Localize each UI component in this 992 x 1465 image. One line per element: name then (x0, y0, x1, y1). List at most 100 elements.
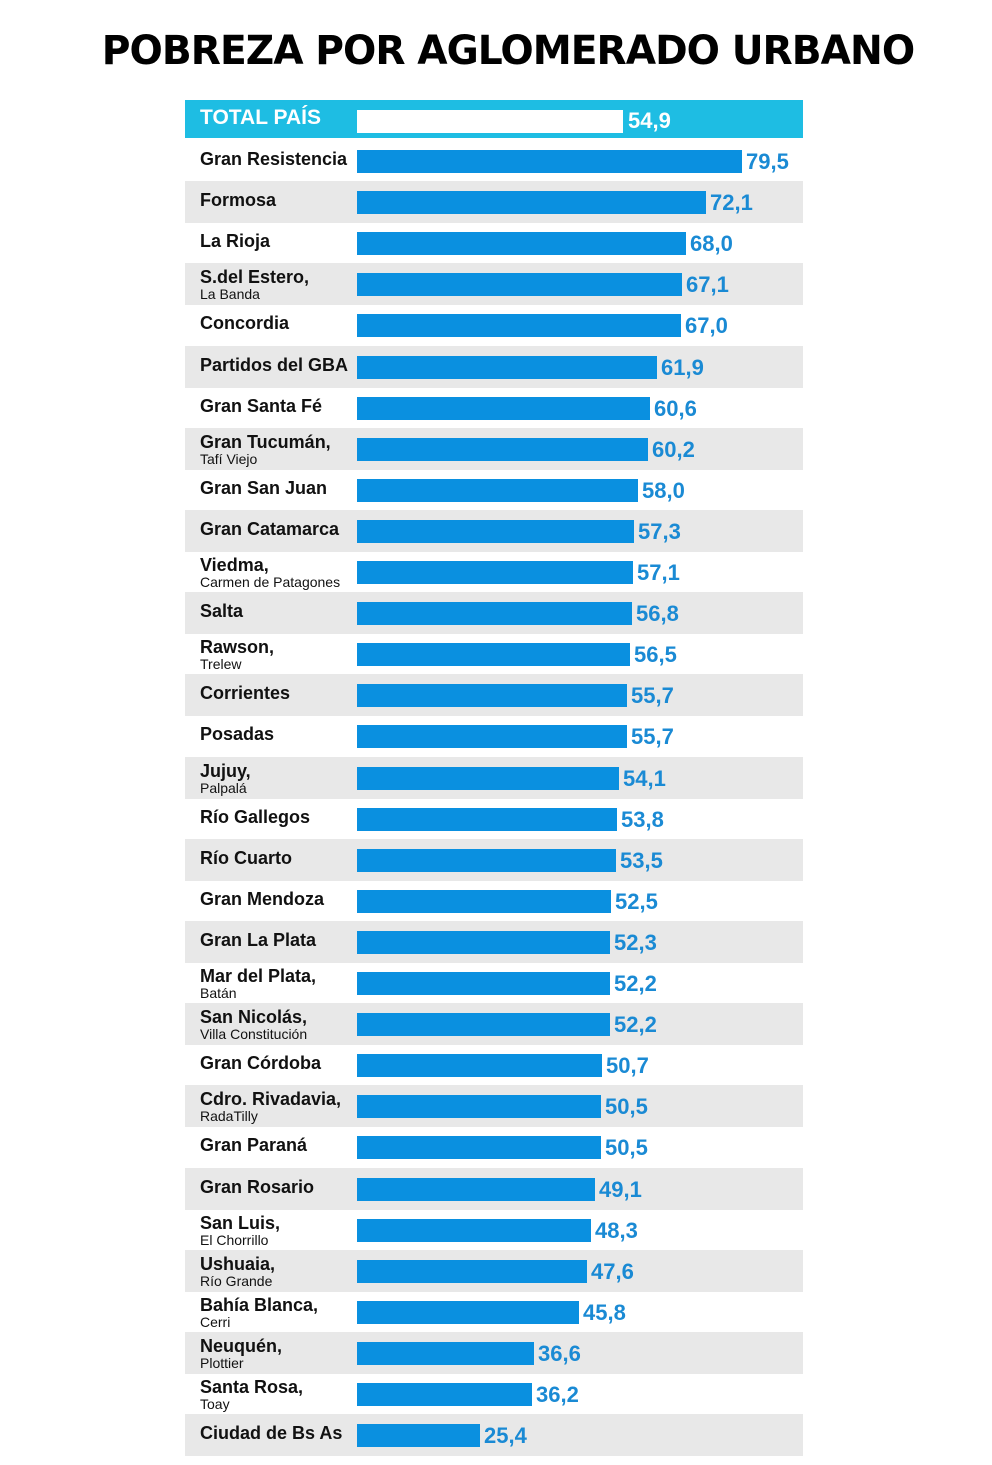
category-name: Gran Resistencia (200, 149, 348, 169)
value-label: 53,8 (621, 807, 664, 832)
bar (357, 1136, 601, 1159)
value-label: 52,3 (614, 930, 657, 955)
category-name: Gran La Plata (200, 930, 317, 950)
category-label: La Rioja (200, 231, 270, 251)
category-label: Formosa (200, 190, 276, 210)
category-name: Santa Rosa, (200, 1377, 304, 1397)
total-bar (357, 110, 623, 133)
value-label: 48,3 (595, 1218, 638, 1243)
value-label: 55,7 (631, 683, 674, 708)
bar (357, 1013, 610, 1036)
category-name: Concordia (200, 313, 290, 333)
bar (357, 397, 650, 420)
category-subname: Río Grande (200, 1273, 273, 1289)
category-name: Bahía Blanca, (200, 1295, 319, 1315)
bar (357, 643, 630, 666)
value-label: 55,7 (631, 724, 674, 749)
category-name: Neuquén, (200, 1336, 283, 1356)
value-label: 61,9 (661, 355, 704, 380)
category-label: Salta (200, 601, 243, 621)
category-label: Río Cuarto (200, 848, 292, 868)
bar (357, 849, 616, 872)
value-label: 50,5 (605, 1135, 648, 1160)
total-label: TOTAL PAÍS (200, 106, 321, 129)
bar (357, 931, 610, 954)
category-subname: Toay (200, 1396, 230, 1412)
bar (357, 356, 657, 379)
category-name: Posadas (200, 724, 275, 744)
value-label: 50,7 (606, 1053, 649, 1078)
bar (357, 890, 611, 913)
category-label: Gran Mendoza (200, 889, 324, 909)
category-label: San Luis, El Chorrillo (200, 1213, 280, 1248)
bar (357, 1095, 601, 1118)
category-subname: Tafí Viejo (200, 451, 258, 467)
category-name: Gran Paraná (200, 1135, 308, 1155)
bar (357, 602, 632, 625)
category-subname: Carmen de Patagones (200, 574, 341, 590)
chart-title: POBREZA POR AGLOMERADO URBANO (101, 28, 915, 74)
category-subname: Batán (200, 985, 237, 1001)
category-label: Río Gallegos (200, 807, 310, 827)
value-label: 60,6 (654, 396, 697, 421)
category-subname: Palpalá (200, 780, 247, 796)
category-label: Gran Santa Fé (200, 396, 322, 416)
value-label: 52,2 (614, 1012, 657, 1037)
category-label: Ushuaia, Río Grande (200, 1254, 275, 1289)
category-name: Cdro. Rivadavia, (200, 1089, 342, 1109)
category-name: Gran Catamarca (200, 519, 340, 539)
category-subname: Villa Constitución (200, 1026, 308, 1042)
category-label: Rawson, Trelew (200, 637, 274, 672)
total-value-label: 54,9 (628, 108, 671, 133)
category-name: Corrientes (200, 683, 291, 703)
value-label: 79,5 (746, 149, 789, 174)
category-label: Gran Catamarca (200, 519, 339, 539)
category-label: Jujuy, Palpalá (200, 761, 251, 796)
category-label: Corrientes (200, 683, 290, 703)
category-name: S.del Estero, (200, 267, 310, 287)
value-label: 57,1 (637, 560, 680, 585)
category-subname: La Banda (200, 286, 260, 302)
value-label: 53,5 (620, 848, 663, 873)
bar (357, 1383, 532, 1406)
value-label: 68,0 (690, 231, 733, 256)
value-label: 67,0 (685, 313, 728, 338)
category-subname: Plottier (200, 1355, 244, 1371)
value-label: 67,1 (686, 272, 729, 297)
category-name: Viedma, (200, 555, 269, 575)
category-name: Río Cuarto (200, 848, 292, 868)
category-name: Formosa (200, 190, 277, 210)
bar (357, 232, 686, 255)
bar (357, 725, 627, 748)
category-name: Rawson, (200, 637, 275, 657)
value-label: 52,2 (614, 971, 657, 996)
bar (357, 1424, 480, 1447)
value-label: 47,6 (591, 1259, 634, 1284)
value-label: 57,3 (638, 519, 681, 544)
category-label: Bahía Blanca, Cerri (200, 1295, 318, 1330)
bar (357, 438, 648, 461)
bar (357, 1342, 534, 1365)
category-label: Gran Paraná (200, 1135, 307, 1155)
bar (357, 520, 634, 543)
category-name: La Rioja (200, 231, 271, 251)
category-name: Salta (200, 601, 244, 621)
category-name: San Nicolás, (200, 1007, 308, 1027)
category-name: San Luis, (200, 1213, 281, 1233)
category-label: San Nicolás, Villa Constitución (200, 1007, 307, 1042)
category-label: Gran Tucumán, Tafí Viejo (200, 432, 331, 467)
category-name: Partidos del GBA (200, 355, 349, 375)
category-label: Gran Resistencia (200, 149, 347, 169)
bar (357, 767, 619, 790)
value-label: 54,1 (623, 766, 666, 791)
value-label: 56,5 (634, 642, 677, 667)
row-band (185, 1414, 803, 1456)
category-subname: El Chorrillo (200, 1232, 269, 1248)
category-label: Viedma, Carmen de Patagones (200, 555, 340, 590)
category-name: Gran San Juan (200, 478, 328, 498)
category-subname: Cerri (200, 1314, 231, 1330)
category-subname: RadaTilly (200, 1108, 258, 1124)
category-name: Gran Córdoba (200, 1053, 322, 1073)
category-subname: Trelew (200, 656, 242, 672)
